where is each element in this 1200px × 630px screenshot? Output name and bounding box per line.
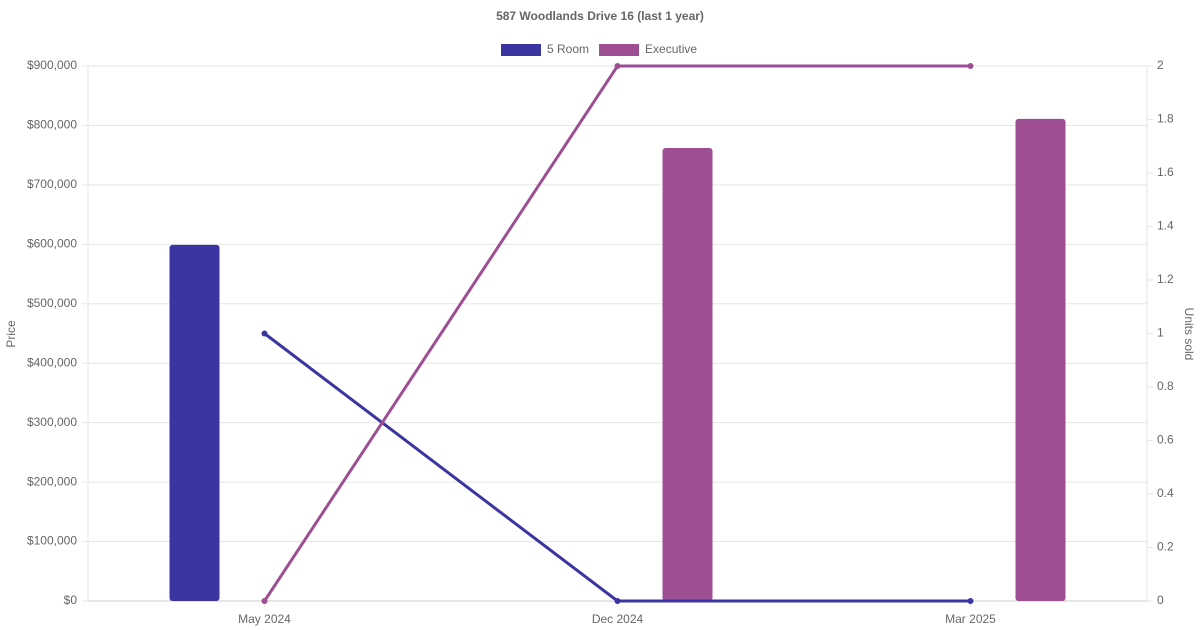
chart-title: 587 Woodlands Drive 16 (last 1 year) [496,9,704,23]
y-tick-label: $500,000 [27,296,77,310]
units-point [614,598,621,604]
y2-tick-label: 1.8 [1157,112,1174,126]
units-point [261,330,268,337]
y2-tick-label: 0.6 [1157,433,1174,447]
y2-axis-title: Units sold [1182,308,1196,361]
x-tick-label: Mar 2025 [945,612,996,626]
y2-tick-label: 0.2 [1157,540,1174,554]
y-tick-label: $300,000 [27,415,77,429]
bar [1015,118,1066,602]
units-point [261,598,268,604]
y2-tick-label: 1 [1157,326,1164,340]
y-tick-label: $100,000 [27,534,77,548]
y-tick-label: $900,000 [27,58,77,72]
y2-tick-label: 1.4 [1157,219,1174,233]
bar [169,244,220,601]
y-tick-label: $200,000 [27,474,77,488]
units-point [967,63,974,69]
legend-swatch [599,44,640,56]
units-point [967,598,974,604]
y2-tick-label: 0.8 [1157,379,1174,393]
y-axis-title: Price [4,320,18,348]
legend-label: 5 Room [547,42,589,56]
y-tick-label: $700,000 [27,177,77,191]
x-tick-label: May 2024 [238,612,291,626]
y2-tick-label: 0 [1157,593,1164,607]
y-tick-label: $800,000 [27,118,77,132]
legend-swatch [501,44,541,56]
legend-label: Executive [645,42,697,56]
y2-tick-label: 2 [1157,58,1164,72]
y-tick-label: $400,000 [27,355,77,369]
y-tick-label: $0 [64,593,78,607]
x-tick-label: Dec 2024 [592,612,644,626]
units-line [263,332,971,603]
y-tick-label: $600,000 [27,237,77,251]
y2-tick-label: 0.4 [1157,486,1174,500]
units-point [614,63,621,69]
units-line [263,64,971,602]
y2-tick-label: 1.2 [1157,272,1174,286]
y2-tick-label: 1.6 [1157,165,1174,179]
bar [662,148,713,602]
